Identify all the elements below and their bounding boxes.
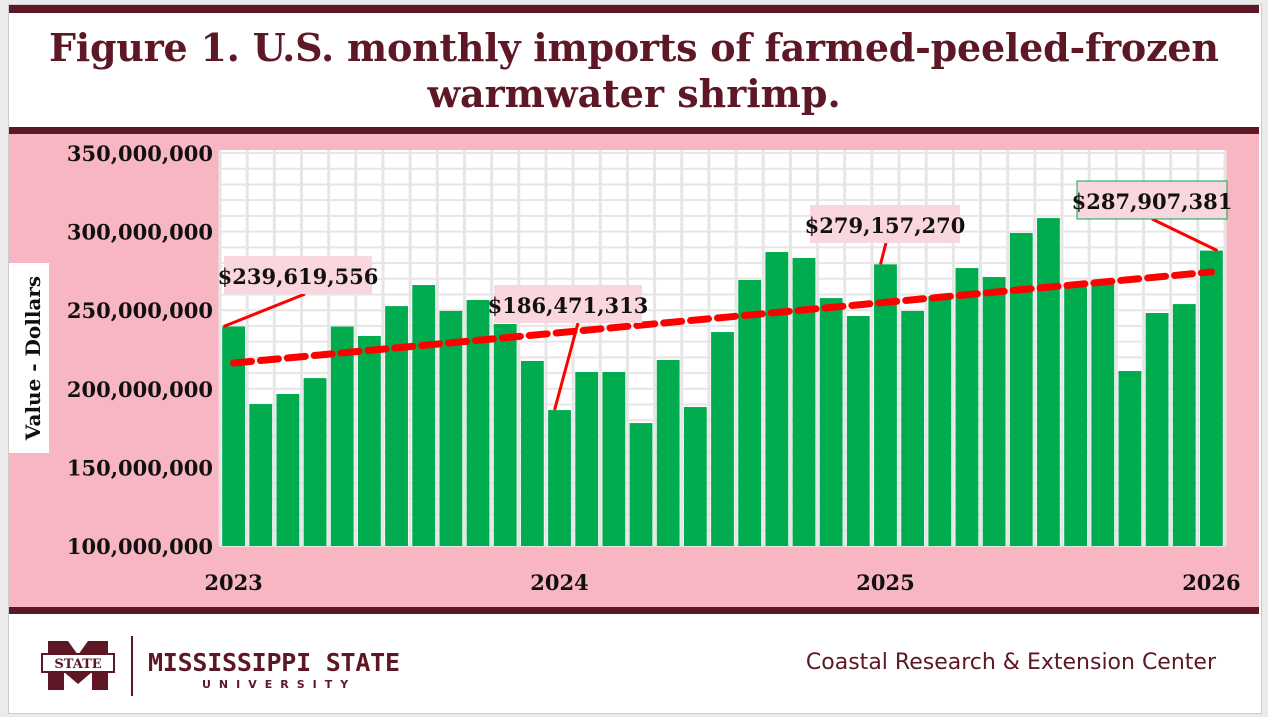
bar <box>765 252 789 546</box>
y-tick-label: 150,000,000 <box>67 455 213 480</box>
bar <box>1200 250 1223 546</box>
bar <box>819 298 843 546</box>
title-bottom-bar <box>9 127 1259 134</box>
chart-title-line: warmwater shrimp. <box>426 71 840 116</box>
bar <box>330 326 354 546</box>
bar <box>1037 218 1060 546</box>
bar <box>1009 233 1033 546</box>
bar <box>548 410 571 546</box>
bar <box>222 326 245 546</box>
x-tick-label: 2024 <box>530 570 588 595</box>
bar <box>602 371 626 546</box>
y-tick-label: 200,000,000 <box>67 377 213 402</box>
bar <box>683 407 707 546</box>
bar <box>711 332 734 546</box>
y-tick-label: 250,000,000 <box>67 298 213 323</box>
bar <box>874 264 897 546</box>
y-tick-label: 300,000,000 <box>67 220 213 245</box>
annotation-label: $239,619,556 <box>218 264 379 289</box>
annotation-label-background <box>224 256 372 294</box>
bar <box>357 335 381 546</box>
annotation-label: $186,471,313 <box>488 293 649 318</box>
bar <box>1064 287 1088 546</box>
bar <box>1091 284 1115 546</box>
bar <box>1118 371 1142 546</box>
annotation-label: $279,157,270 <box>805 213 966 238</box>
logo-text: MISSISSIPPI STATE <box>148 648 400 677</box>
bar <box>928 296 952 546</box>
x-tick-label: 2025 <box>856 570 914 595</box>
bar <box>656 360 680 546</box>
bar <box>1172 304 1196 546</box>
y-axis-label: Value - Dollars <box>21 276 45 441</box>
bar <box>901 310 925 546</box>
bar <box>982 277 1006 546</box>
footer-top-bar <box>9 607 1259 614</box>
trendline <box>230 268 1215 367</box>
center-name: Coastal Research & Extension Center <box>805 650 1216 675</box>
y-tick-label: 100,000,000 <box>67 534 213 559</box>
bar <box>846 316 870 546</box>
bar <box>575 371 599 546</box>
bar <box>303 378 327 546</box>
bar <box>629 423 653 546</box>
logo-subtext: UNIVERSITY <box>202 678 356 691</box>
bar <box>412 285 436 546</box>
bar <box>738 280 762 546</box>
bar <box>249 404 273 546</box>
bar <box>1145 313 1169 546</box>
annotation-label: $287,907,381 <box>1072 189 1233 214</box>
x-tick-label: 2023 <box>204 570 262 595</box>
y-tick-label: 350,000,000 <box>67 141 213 166</box>
annotation-leader-line <box>553 322 580 411</box>
bar <box>466 299 490 546</box>
bar <box>955 268 979 546</box>
bar <box>792 258 816 546</box>
y-axis-label-background <box>9 263 49 453</box>
annotation-label-background <box>810 205 960 243</box>
state-banner-icon <box>41 653 115 673</box>
chart-title-line: Figure 1. U.S. monthly imports of farmed… <box>49 25 1219 70</box>
annotation-leader-line <box>1151 217 1219 252</box>
annotation-leader-line <box>223 292 306 328</box>
bar <box>439 310 463 546</box>
bar <box>276 393 300 546</box>
logo-badge-text: STATE <box>54 657 101 672</box>
x-tick-label: 2026 <box>1182 570 1240 595</box>
bar <box>385 306 408 546</box>
annotation-leader-line <box>879 242 888 265</box>
bar <box>493 324 517 546</box>
bar <box>520 360 544 546</box>
annotation-label-background <box>1076 180 1228 220</box>
title-top-bar <box>9 5 1259 13</box>
annotation-label-background <box>494 285 642 323</box>
